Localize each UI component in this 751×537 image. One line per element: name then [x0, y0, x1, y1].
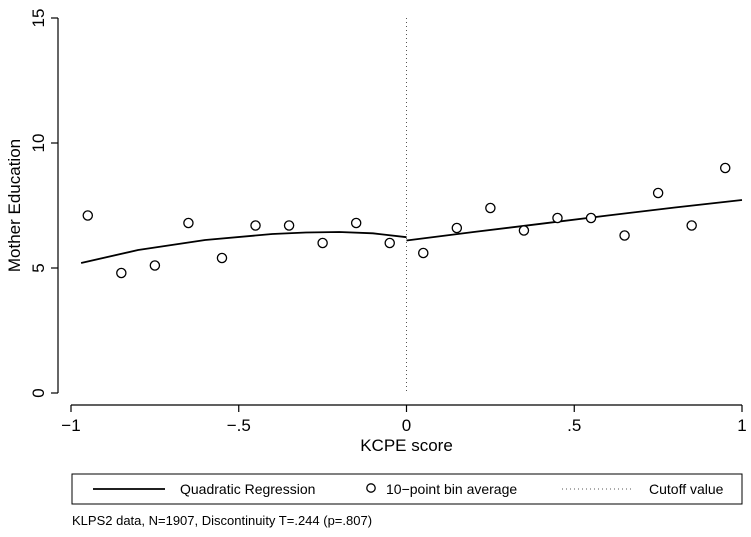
chart-note: KLPS2 data, N=1907, Discontinuity T=.244…	[72, 513, 373, 528]
bin-point	[250, 220, 261, 231]
y-tick-label: 10	[29, 134, 48, 153]
bin-point	[418, 247, 429, 259]
x-tick-label: −.5	[227, 416, 251, 435]
bin-point	[283, 220, 295, 231]
regression-line-right	[406, 199, 743, 242]
bin-point	[451, 222, 463, 234]
bin-point	[686, 220, 697, 231]
bin-point	[619, 230, 630, 241]
bin-point	[552, 212, 563, 224]
bin-point	[149, 260, 161, 271]
regression-lines	[80, 199, 743, 264]
legend-label-cutoff-value: Cutoff value	[649, 481, 724, 497]
bin-point	[485, 202, 496, 214]
bin-average-points	[82, 162, 731, 279]
x-tick-label: 1	[737, 416, 746, 435]
bin-point	[216, 252, 228, 264]
legend-label-bin-average: 10−point bin average	[386, 481, 517, 497]
x-tick-label: .5	[567, 416, 581, 435]
y-axis-title: Mother Education	[5, 139, 24, 272]
bin-point	[116, 267, 127, 279]
bin-point	[317, 237, 328, 249]
bin-point	[585, 212, 597, 224]
y-tick-label: 5	[29, 263, 48, 272]
legend: Quadratic Regression 10−point bin averag…	[71, 473, 743, 505]
bin-point	[384, 237, 395, 249]
regression-line-left	[80, 231, 407, 264]
x-tick-label: −1	[61, 416, 80, 435]
x-tick-label: 0	[402, 416, 411, 435]
bin-point	[719, 162, 731, 174]
x-axis-title: KCPE score	[360, 436, 453, 455]
y-tick-label: 0	[29, 388, 48, 397]
bin-point	[652, 187, 664, 199]
bin-point	[82, 210, 94, 221]
bin-point	[518, 225, 530, 236]
axes: 0 5 10 15 −1 −.5 0 .5 1	[29, 9, 747, 435]
y-tick-label: 15	[29, 9, 48, 28]
bin-point	[183, 217, 194, 229]
bin-point	[350, 217, 362, 229]
legend-label-quadratic-regression: Quadratic Regression	[180, 481, 315, 497]
legend-circle-swatch	[366, 483, 376, 493]
